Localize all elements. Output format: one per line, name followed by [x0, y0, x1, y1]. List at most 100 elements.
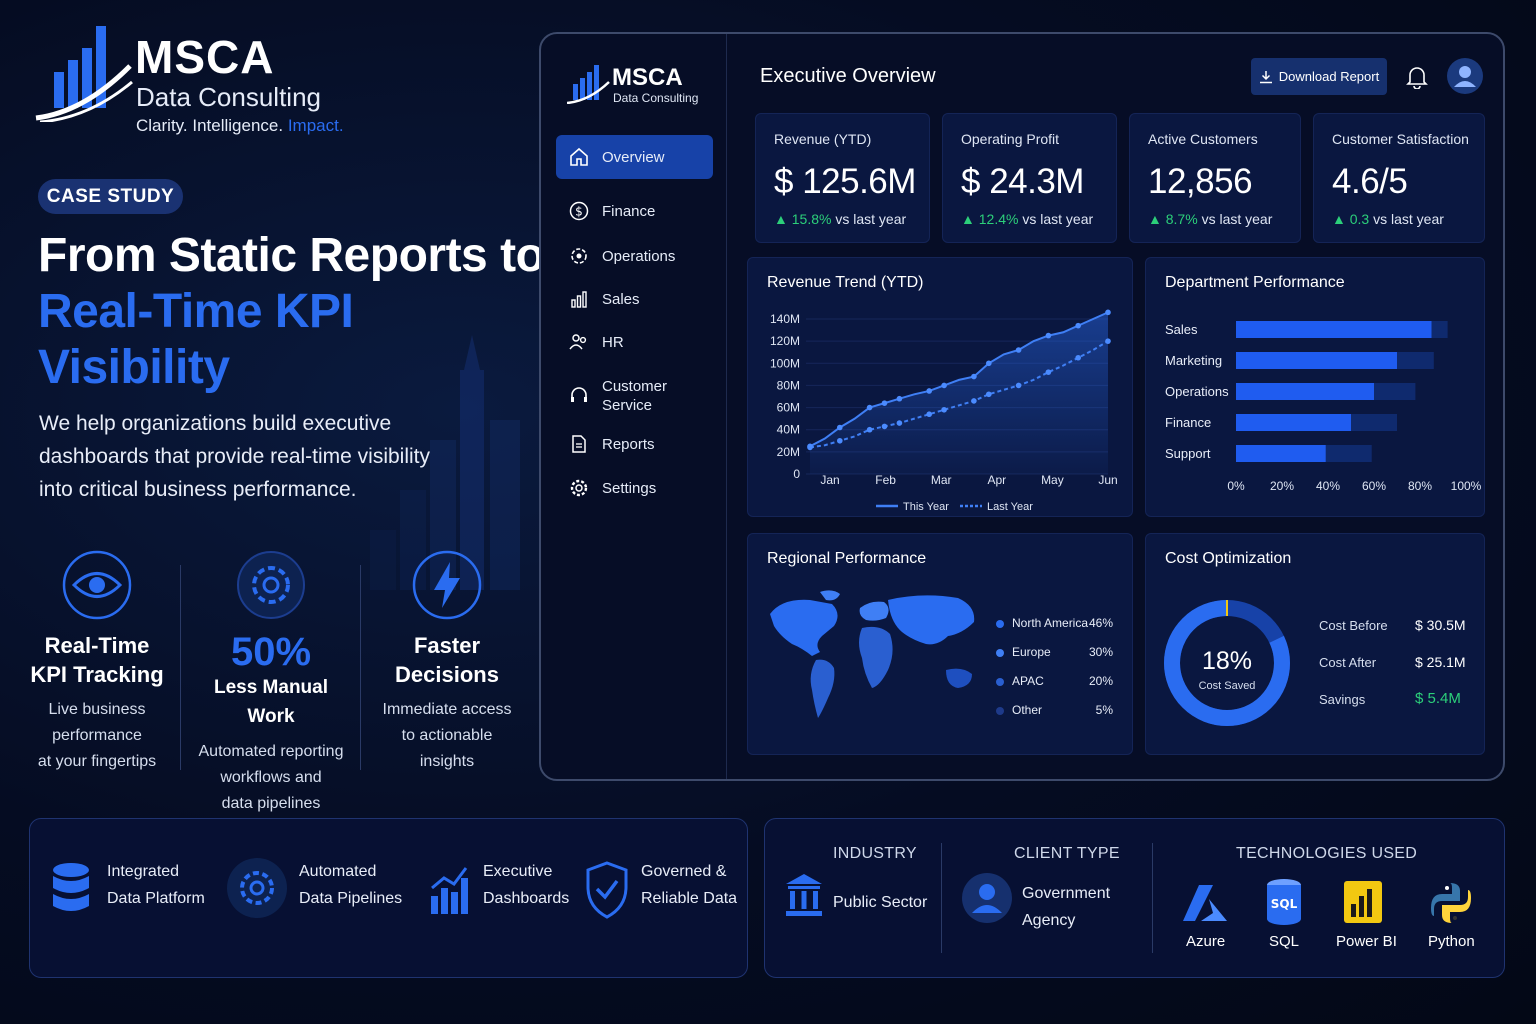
document-icon [572, 435, 586, 453]
nav-overview[interactable]: Overview [556, 135, 713, 179]
this-year-line [809, 311, 1109, 448]
nav-label: Customer [602, 378, 668, 395]
dashboard-logo-icon [567, 65, 610, 104]
lightning-icon [412, 550, 482, 620]
industry-label: INDUSTRY [833, 845, 917, 862]
city-skyline-icon [370, 335, 520, 590]
database-icon [53, 863, 89, 911]
feature-desc: data pipelines [221, 795, 321, 812]
feature-desc: Automated reporting [198, 743, 344, 760]
cost-after-value: $ 25.1M [1415, 654, 1466, 670]
last-year-point [896, 420, 903, 426]
y-tick-label: 20M [777, 445, 800, 459]
cost-donut-chart [1164, 600, 1290, 726]
actual-bar [1236, 352, 1397, 369]
feature-big-number: 50% [230, 630, 312, 674]
last-year-point [881, 423, 888, 430]
nav-finance[interactable]: $ Finance [556, 189, 713, 233]
pipeline-gear-icon [227, 858, 287, 918]
bar-chart-icon [431, 867, 468, 914]
cost-before-value: $ 30.5M [1415, 617, 1466, 633]
feature-desc: insights [419, 753, 475, 770]
x-tick-label: 80% [1408, 479, 1432, 493]
nav-customer-service[interactable]: Customer Service [556, 372, 713, 420]
sales-chart-icon [571, 291, 587, 308]
technologies-label: TECHNOLOGIES USED [1236, 845, 1418, 862]
industry-value: Public Sector [833, 894, 928, 911]
feature-desc: performance [52, 727, 142, 744]
last-year-point [971, 398, 977, 404]
feature-title-2: Decisions [395, 662, 499, 687]
hero-headline: From Static Reports to Real-Time KPI Vis… [38, 228, 545, 396]
regional-performance-card: Regional Performance North America 46% Eur… [747, 533, 1133, 755]
kpi-label: Customer Satisfaction [1332, 131, 1469, 147]
feature-desc: Immediate access [382, 701, 512, 718]
nav-label: Sales [602, 290, 640, 308]
capabilities-panel [29, 818, 748, 978]
x-tick-label: Apr [987, 473, 1006, 487]
department-bar-chart: Sales Marketing Operations Finance Support 0%… [1165, 321, 1482, 493]
savings-value: $ 5.4M [1415, 690, 1461, 707]
x-tick-label: 100% [1451, 479, 1482, 493]
revenue-trend-card: Revenue Trend (YTD) 0 20M 40M 60M 80M 100M 120… [747, 257, 1133, 517]
y-tick-label: 100M [770, 356, 800, 370]
cost-title: Cost Optimization [1165, 550, 1292, 567]
feature-title-2: KPI Tracking [30, 662, 164, 687]
download-report-button[interactable]: Download Report [1251, 58, 1387, 95]
dashboard-sidebar: MSCA Data Consulting Overview $ Finance … [541, 34, 727, 779]
nav-reports[interactable]: Reports [556, 422, 713, 466]
feature-desc: to actionable [401, 727, 493, 744]
revenue-trend-title: Revenue Trend (YTD) [767, 274, 924, 291]
y-tick-label: 80M [777, 378, 800, 392]
user-avatar-icon[interactable] [1447, 58, 1483, 94]
nav-sales[interactable]: Sales [556, 277, 713, 321]
x-tick-label: 40% [1316, 479, 1340, 493]
brand-name: MSCA [135, 31, 275, 83]
tagline-main: Clarity. Intelligence. [136, 116, 284, 135]
nav-label: Overview [602, 148, 665, 166]
kpi-change: ▲ 8.7% vs last year [1148, 211, 1273, 227]
legend-last-year: Last Year [987, 501, 1033, 513]
kpi-label: Active Customers [1148, 131, 1258, 147]
last-year-point [1015, 382, 1022, 389]
y-tick-label: 120M [770, 334, 800, 348]
this-year-point [866, 404, 873, 411]
nav-settings[interactable]: Settings [556, 466, 713, 510]
region-pct: 5% [1095, 703, 1113, 717]
nav-label: Settings [602, 479, 657, 497]
tagline-accent: Impact. [287, 116, 344, 135]
download-label: Download Report [1278, 69, 1380, 84]
nav-operations[interactable]: Operations [556, 234, 713, 278]
tech-python: Python [1428, 933, 1475, 950]
dashboard-logo-name: MSCA [612, 64, 683, 91]
tech-sql: SQL [1269, 933, 1300, 950]
kpi-value: 4.6/5 [1332, 162, 1408, 201]
feature-title-1: Faster [413, 633, 481, 658]
this-year-point [807, 443, 813, 450]
dashboard-logo-sub: Data Consulting [613, 91, 699, 105]
x-tick-label: 20% [1270, 479, 1294, 493]
people-icon [569, 334, 587, 350]
department-title: Department Performance [1165, 274, 1345, 291]
this-year-area [810, 312, 1108, 474]
y-tick-label: 60M [777, 401, 800, 415]
headline-line-3: Visibility [38, 341, 230, 394]
x-tick-label: Mar [931, 473, 952, 487]
y-tick-label: 0 [793, 467, 800, 481]
last-year-point [941, 406, 947, 413]
kpi-value: $ 24.3M [961, 162, 1084, 201]
x-tick-label: Feb [875, 473, 896, 487]
nav-hr[interactable]: HR [556, 320, 713, 364]
region-pct: 46% [1088, 616, 1113, 630]
feature-desc: workflows and [220, 769, 322, 786]
region-title: Regional Performance [767, 550, 927, 567]
this-year-point [1015, 347, 1022, 353]
region-name: APAC [1012, 674, 1044, 688]
bar-category-label: Support [1165, 446, 1211, 461]
actual-bar [1236, 445, 1326, 462]
cost-after-label: Cost After [1319, 655, 1377, 670]
capability-governed: Governed & Reliable Data [641, 863, 738, 907]
kpi-label: Operating Profit [961, 131, 1060, 147]
bell-icon[interactable] [1406, 65, 1428, 89]
this-year-point [1045, 332, 1052, 339]
